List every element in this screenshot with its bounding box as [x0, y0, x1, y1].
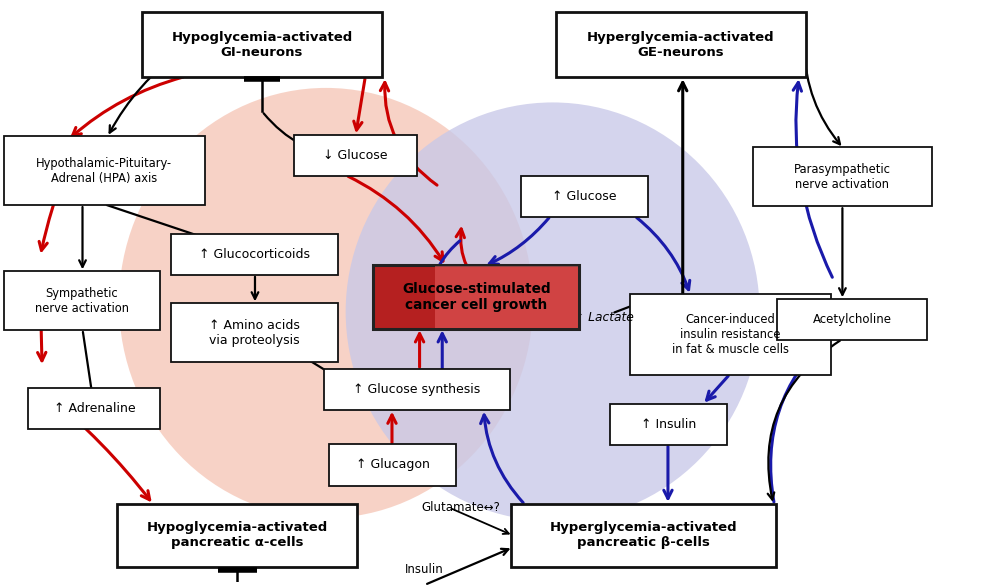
- Text: ↑ Adrenaline: ↑ Adrenaline: [53, 402, 135, 415]
- FancyBboxPatch shape: [4, 271, 160, 331]
- FancyBboxPatch shape: [323, 369, 510, 410]
- Text: Cancer-induced
insulin resistance
in fat & muscle cells: Cancer-induced insulin resistance in fat…: [670, 313, 788, 356]
- FancyBboxPatch shape: [511, 504, 776, 567]
- FancyBboxPatch shape: [117, 504, 357, 567]
- Text: Insulin: Insulin: [404, 563, 444, 576]
- FancyBboxPatch shape: [373, 265, 579, 329]
- Text: Acetylcholine: Acetylcholine: [811, 313, 891, 326]
- FancyBboxPatch shape: [142, 12, 382, 77]
- FancyBboxPatch shape: [609, 404, 727, 445]
- FancyBboxPatch shape: [555, 12, 806, 77]
- FancyBboxPatch shape: [4, 136, 204, 205]
- Text: Hypoglycemia-activated
GI-neurons: Hypoglycemia-activated GI-neurons: [172, 31, 352, 59]
- FancyBboxPatch shape: [521, 176, 648, 217]
- Text: ↑ Amino acids
via proteolysis: ↑ Amino acids via proteolysis: [209, 319, 300, 347]
- Ellipse shape: [119, 88, 532, 518]
- Text: Hyperglycemia-activated
GE-neurons: Hyperglycemia-activated GE-neurons: [587, 31, 774, 59]
- Text: ↑ Glucocorticoids: ↑ Glucocorticoids: [199, 248, 310, 261]
- Text: Sympathetic
nerve activation: Sympathetic nerve activation: [35, 287, 129, 315]
- FancyBboxPatch shape: [629, 294, 830, 375]
- Ellipse shape: [345, 102, 759, 521]
- FancyBboxPatch shape: [752, 147, 931, 207]
- FancyBboxPatch shape: [435, 266, 578, 328]
- Text: ↑ Glucose synthesis: ↑ Glucose synthesis: [353, 383, 480, 396]
- FancyBboxPatch shape: [29, 388, 160, 429]
- Text: Parasympathetic
nerve activation: Parasympathetic nerve activation: [793, 163, 890, 191]
- Text: Glucose-stimulated
cancer cell growth: Glucose-stimulated cancer cell growth: [401, 282, 550, 312]
- Text: ↑ Glucagon: ↑ Glucagon: [355, 459, 429, 472]
- Text: ↓ Glucose: ↓ Glucose: [323, 149, 387, 162]
- FancyBboxPatch shape: [328, 444, 456, 486]
- Text: ↑ Insulin: ↑ Insulin: [640, 418, 695, 431]
- Text: ↑ Lactate: ↑ Lactate: [574, 311, 633, 324]
- Text: Hypothalamic-Pituitary-
Adrenal (HPA) axis: Hypothalamic-Pituitary- Adrenal (HPA) ax…: [36, 157, 173, 185]
- Text: Glutamate↔?: Glutamate↔?: [421, 501, 500, 514]
- FancyBboxPatch shape: [777, 299, 926, 340]
- Text: Hyperglycemia-activated
pancreatic β-cells: Hyperglycemia-activated pancreatic β-cel…: [549, 521, 737, 549]
- FancyBboxPatch shape: [171, 303, 337, 362]
- FancyBboxPatch shape: [294, 135, 416, 176]
- Text: Hypoglycemia-activated
pancreatic α-cells: Hypoglycemia-activated pancreatic α-cell…: [147, 521, 327, 549]
- FancyBboxPatch shape: [171, 234, 337, 275]
- Text: ↑ Glucose: ↑ Glucose: [552, 190, 616, 203]
